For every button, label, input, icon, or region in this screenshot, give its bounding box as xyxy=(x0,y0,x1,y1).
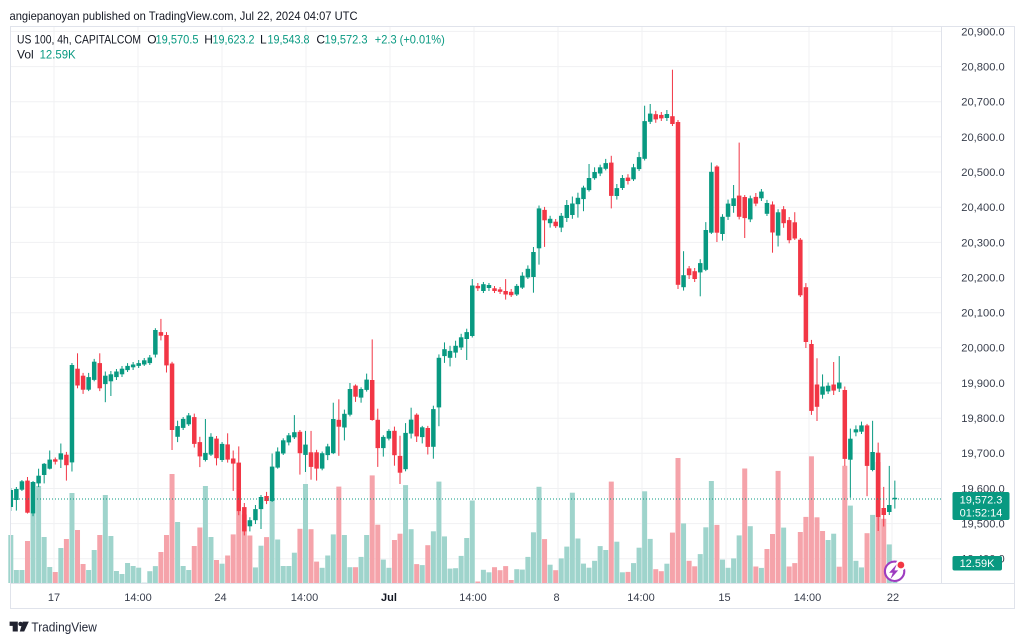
svg-text:15: 15 xyxy=(718,592,730,604)
svg-text:20,300.0: 20,300.0 xyxy=(961,237,1005,249)
svg-text:C: C xyxy=(316,32,325,46)
svg-text:24: 24 xyxy=(214,592,226,604)
svg-text:20,600.0: 20,600.0 xyxy=(961,132,1005,144)
svg-text:20,100.0: 20,100.0 xyxy=(961,308,1005,320)
svg-text:19,570.5: 19,570.5 xyxy=(156,32,199,46)
svg-text:Jul: Jul xyxy=(381,592,397,604)
svg-text:20,700.0: 20,700.0 xyxy=(961,97,1005,109)
svg-text:14:00: 14:00 xyxy=(291,592,319,604)
svg-text:19,572.3: 19,572.3 xyxy=(960,494,1003,506)
svg-text:H: H xyxy=(204,32,213,46)
svg-text:19,800.0: 19,800.0 xyxy=(961,413,1005,425)
svg-text:19,543.8: 19,543.8 xyxy=(268,32,310,46)
svg-text:14:00: 14:00 xyxy=(124,592,152,604)
svg-text:+2.3 (+0.01%): +2.3 (+0.01%) xyxy=(375,32,445,46)
svg-text:19,500.0: 19,500.0 xyxy=(961,519,1005,531)
svg-text:US 100, 4h, CAPITALCOM: US 100, 4h, CAPITALCOM xyxy=(17,32,141,46)
svg-text:20,800.0: 20,800.0 xyxy=(961,62,1005,74)
svg-text:Vol: Vol xyxy=(17,48,34,62)
svg-text:20,400.0: 20,400.0 xyxy=(961,202,1005,214)
svg-text:20,200.0: 20,200.0 xyxy=(961,272,1005,284)
svg-text:20,000.0: 20,000.0 xyxy=(961,343,1005,355)
svg-text:8: 8 xyxy=(553,592,559,604)
svg-text:20,900.0: 20,900.0 xyxy=(961,26,1005,38)
svg-text:01:52:14: 01:52:14 xyxy=(960,507,1003,519)
svg-text:19,700.0: 19,700.0 xyxy=(961,448,1005,460)
svg-text:19,623.2: 19,623.2 xyxy=(213,32,255,46)
svg-text:L: L xyxy=(260,32,267,46)
svg-text:14:00: 14:00 xyxy=(794,592,822,604)
svg-text:17: 17 xyxy=(48,592,60,604)
svg-text:12.59K: 12.59K xyxy=(960,558,996,570)
svg-text:O: O xyxy=(147,32,156,46)
svg-text:14:00: 14:00 xyxy=(627,592,655,604)
svg-text:22: 22 xyxy=(887,592,899,604)
svg-text:12.59K: 12.59K xyxy=(40,48,76,62)
svg-text:19,900.0: 19,900.0 xyxy=(961,378,1005,390)
svg-text:20,500.0: 20,500.0 xyxy=(961,167,1005,179)
svg-text:angiepanoyan published on Trad: angiepanoyan published on TradingView.co… xyxy=(10,9,358,23)
svg-text:19,572.3: 19,572.3 xyxy=(325,32,368,46)
svg-text:TradingView: TradingView xyxy=(31,620,97,635)
svg-text:14:00: 14:00 xyxy=(459,592,487,604)
